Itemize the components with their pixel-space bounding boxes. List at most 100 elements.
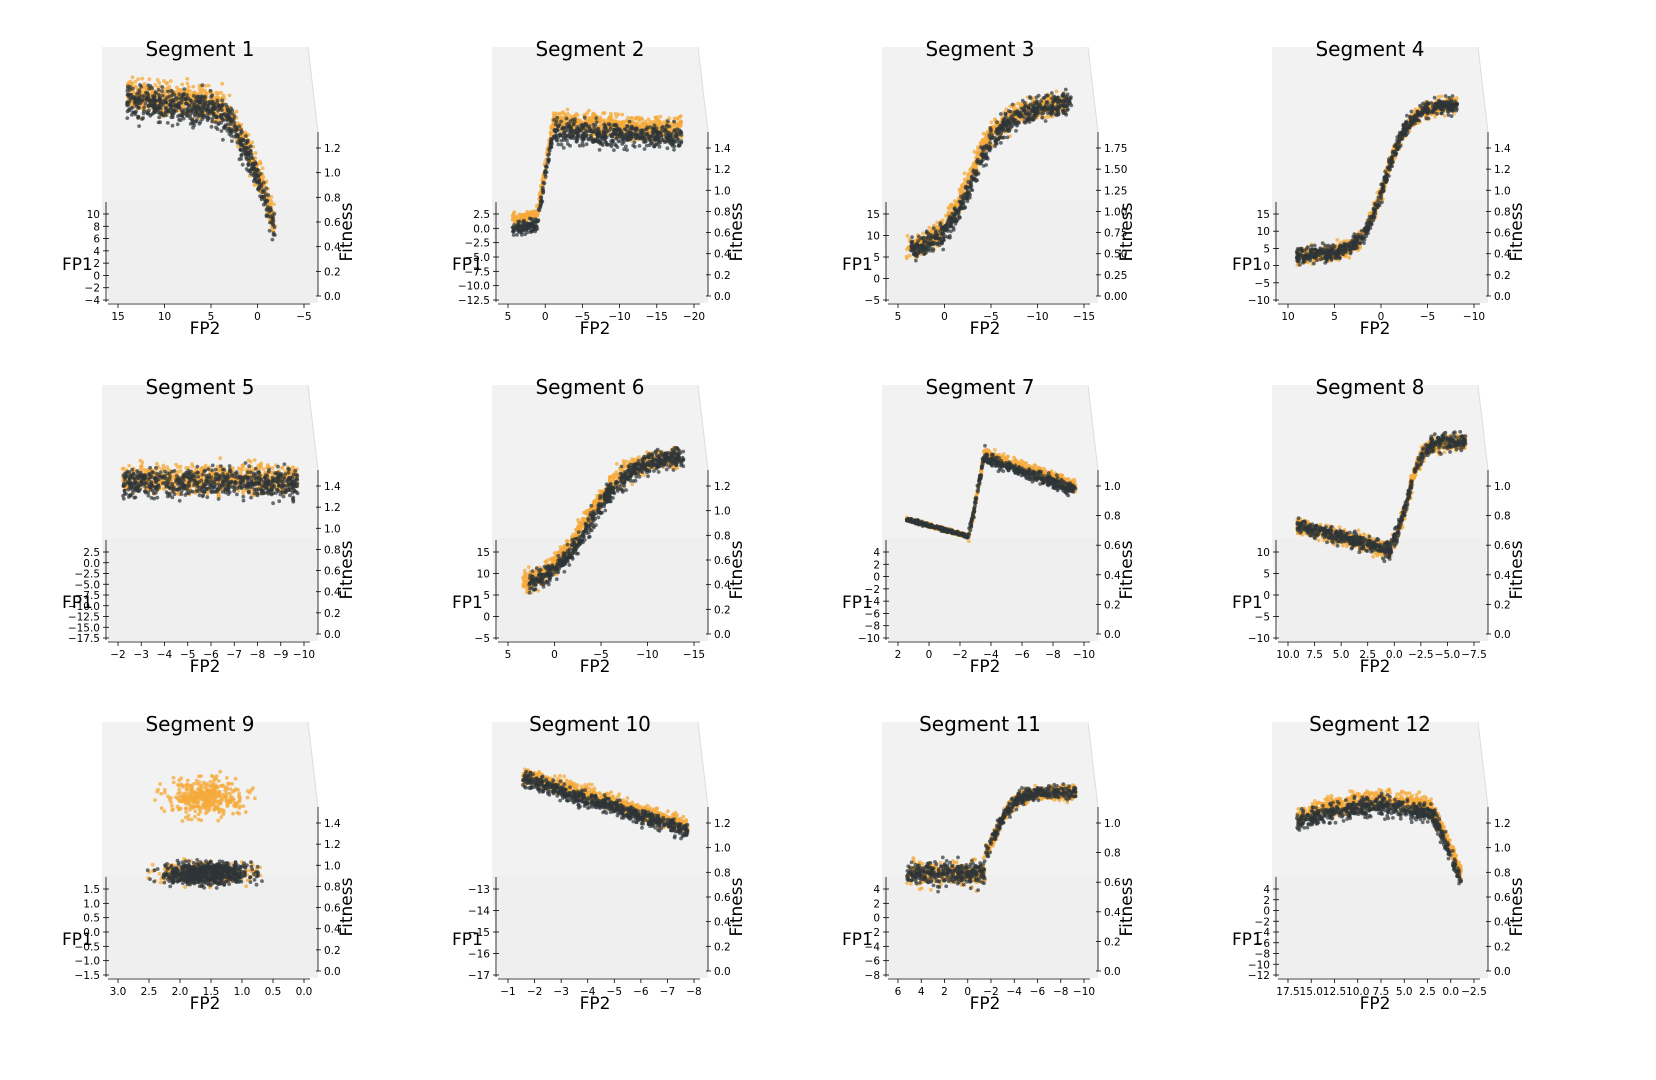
point: [269, 195, 274, 199]
fp2-tick-label: −20: [683, 311, 705, 323]
point: [1043, 119, 1048, 123]
point: [1020, 98, 1025, 103]
point: [240, 130, 244, 134]
point: [997, 136, 1002, 140]
point: [555, 138, 559, 143]
pane-edge: [307, 46, 319, 133]
point: [662, 129, 667, 134]
point: [620, 120, 625, 124]
point: [637, 144, 642, 148]
point: [630, 119, 635, 124]
point: [159, 110, 164, 115]
point: [183, 112, 188, 116]
point: [146, 94, 151, 99]
point: [927, 225, 932, 230]
point: [933, 241, 938, 246]
point: [1041, 96, 1046, 100]
point: [152, 95, 157, 100]
fp2-tick-label: −10: [609, 311, 631, 323]
point: [999, 141, 1003, 145]
point: [192, 112, 197, 116]
point: [646, 133, 650, 138]
point: [921, 231, 925, 236]
point: [197, 83, 202, 88]
point: [209, 124, 214, 129]
fp1-tick-label: −10.0: [458, 281, 490, 293]
point: [270, 237, 275, 242]
point: [1066, 100, 1071, 105]
point: [940, 218, 945, 223]
point: [645, 127, 649, 131]
point: [160, 103, 165, 107]
point: [245, 146, 250, 151]
point: [232, 134, 237, 139]
point: [648, 125, 653, 129]
fp1-axis-label: FP1: [842, 255, 873, 275]
point: [1065, 92, 1070, 97]
point: [540, 185, 545, 190]
point: [546, 161, 550, 165]
point: [667, 116, 672, 121]
point: [1014, 112, 1018, 116]
point: [264, 213, 269, 218]
segment-chart-3: Segment 30.000.250.500.751.001.251.501.7…: [842, 37, 1137, 339]
point: [980, 153, 985, 158]
fp2-tick-label: 5: [208, 311, 215, 323]
pane-edge: [697, 46, 709, 133]
point: [612, 148, 616, 153]
point: [152, 104, 157, 108]
point: [652, 136, 657, 140]
fp1-tick-label: 2: [93, 258, 100, 270]
point: [665, 119, 670, 124]
point: [532, 209, 537, 214]
point: [1442, 113, 1447, 118]
point: [230, 139, 234, 144]
point: [1010, 118, 1015, 123]
point: [174, 95, 178, 100]
point: [1004, 115, 1008, 119]
point: [195, 111, 200, 116]
point: [541, 191, 545, 195]
point: [181, 104, 186, 109]
fp2-axis-label: FP2: [580, 319, 611, 339]
fp2-axis-label: FP2: [190, 319, 221, 339]
point: [175, 85, 179, 90]
point: [659, 126, 664, 130]
point: [213, 96, 217, 100]
point: [941, 247, 946, 252]
point: [268, 220, 272, 225]
point: [1023, 120, 1028, 125]
point: [137, 88, 142, 93]
point: [226, 109, 231, 114]
point: [163, 97, 168, 102]
fp1-tick-label: −2: [85, 283, 100, 295]
point: [1009, 125, 1013, 129]
point: [640, 132, 644, 136]
point: [999, 131, 1003, 136]
point: [952, 217, 957, 222]
fp2-tick-label: −15: [646, 311, 668, 323]
point: [597, 148, 602, 152]
point: [1433, 114, 1437, 119]
point: [177, 92, 182, 97]
point: [584, 142, 589, 147]
point: [252, 169, 257, 174]
point: [1003, 122, 1008, 127]
point: [133, 84, 138, 89]
fp1-tick-label: 10: [867, 231, 880, 243]
point: [180, 113, 185, 117]
point: [263, 199, 268, 204]
point: [562, 129, 567, 134]
point: [1007, 119, 1012, 124]
point: [629, 116, 634, 120]
point: [958, 200, 963, 204]
point: [259, 182, 264, 187]
point: [519, 233, 524, 237]
point: [538, 202, 543, 207]
point: [993, 138, 998, 143]
point: [621, 140, 626, 145]
point: [1031, 118, 1035, 122]
point: [605, 142, 609, 147]
point: [969, 174, 974, 179]
point: [186, 85, 191, 89]
